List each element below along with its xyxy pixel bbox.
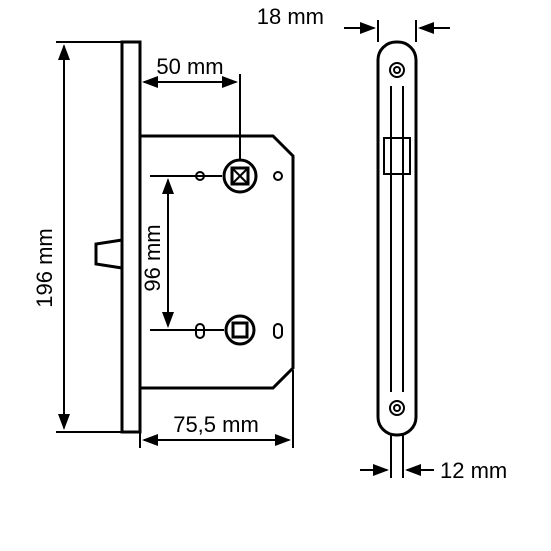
dim-75-5-label: 75,5 mm xyxy=(173,412,259,437)
side-view xyxy=(378,42,416,435)
dim-196-label: 196 mm xyxy=(32,228,57,307)
dim-196: 196 mm xyxy=(32,42,122,432)
dim-75-5: 75,5 mm xyxy=(140,370,293,448)
dim-18-label: 18 mm xyxy=(257,4,324,29)
dim-96-label: 96 mm xyxy=(140,224,165,291)
dim-12: 12 mm xyxy=(360,435,507,483)
dim-18: 18 mm xyxy=(257,4,450,42)
front-view xyxy=(96,42,293,432)
lock-dimension-diagram: 196 mm 50 mm 96 mm 75,5 mm 18 mm 12 mm xyxy=(0,0,551,551)
dim-50-label: 50 mm xyxy=(156,54,223,79)
dim-50: 50 mm xyxy=(140,54,240,160)
dim-96: 96 mm xyxy=(140,176,224,330)
dim-12-label: 12 mm xyxy=(440,458,507,483)
